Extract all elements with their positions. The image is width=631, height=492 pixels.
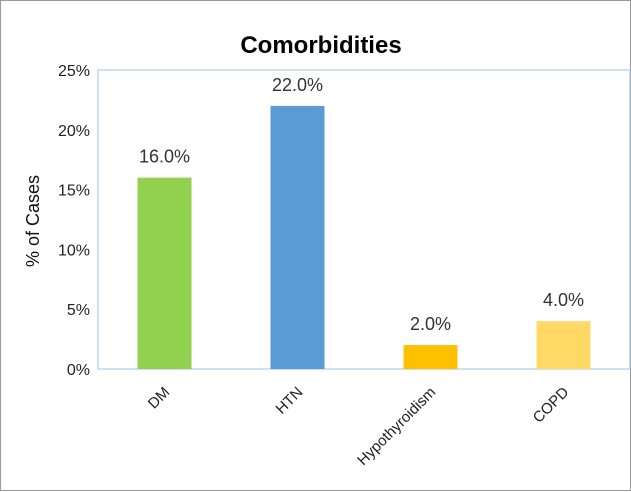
bar-hypothyroidism [403,345,458,369]
data-label: 22.0% [272,75,323,95]
x-tick-label: DM [145,384,174,413]
y-tick-label: 15% [58,183,90,200]
bars [137,105,591,369]
y-tick-label: 0% [67,362,90,379]
y-axis-title: % of Cases [23,175,43,267]
x-tick-label: COPD [530,384,573,427]
chart-title: Comorbidities [240,32,401,59]
x-tick-label: HTN [273,384,307,418]
y-tick-label: 25% [58,63,90,80]
bar-dm [137,177,192,369]
data-label: 2.0% [410,314,451,334]
bar-copd [536,321,591,369]
plot-area [97,69,631,370]
x-axis-labels: DM HTN Hypothyroidism COPD [145,384,573,469]
y-tick-label: 5% [67,302,90,319]
data-label: 4.0% [543,290,584,310]
bar-htn [270,105,325,369]
y-axis-ticks: 0% 5% 10% 15% 20% 25% [58,63,90,379]
y-tick-label: 10% [58,242,90,259]
data-label: 16.0% [139,147,190,167]
data-labels: 16.0% 22.0% 2.0% 4.0% [139,75,584,334]
x-tick-label: Hypothyroidism [354,384,439,469]
y-tick-label: 20% [58,123,90,140]
